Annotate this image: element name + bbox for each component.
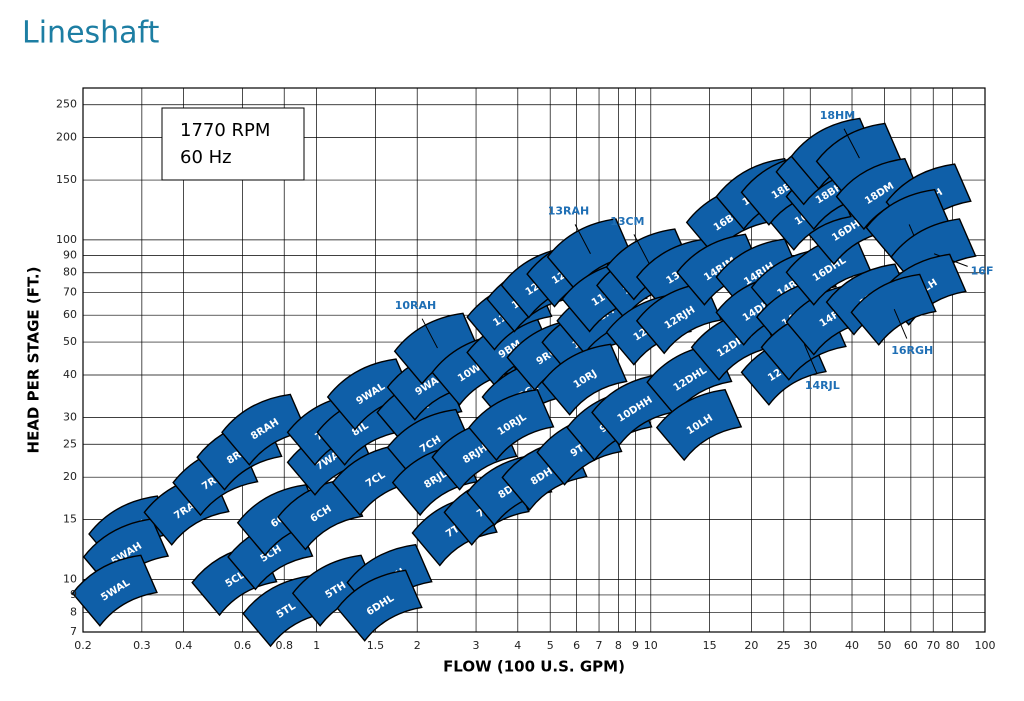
x-tick-label: 1.5 [367,639,385,652]
y-tick-label: 50 [63,335,77,348]
chart-title: Lineshaft [22,16,160,51]
x-tick-label: 15 [703,639,717,652]
y-tick-label: 80 [63,266,77,279]
x-tick-label: 4 [514,639,521,652]
y-tick-label: 8 [70,605,77,618]
x-tick-label: 3 [473,639,480,652]
region [221,393,308,466]
callout-label: 16RGH [891,344,933,357]
hz-text: 60 Hz [180,147,232,168]
callout-label: 18HM [820,109,855,122]
x-tick-label: 40 [845,639,859,652]
region [785,233,872,306]
x-tick-label: 50 [877,639,891,652]
x-tick-label: 100 [975,639,996,652]
y-axis-title: HEAD PER STAGE (FT.) [25,267,43,454]
y-tick-label: 9 [70,588,77,601]
x-tick-label: 70 [926,639,940,652]
region [850,273,937,346]
rpm-text: 1770 RPM [180,120,270,141]
y-tick-label: 70 [63,285,77,298]
x-tick-label: 9 [632,639,639,652]
x-tick-label: 6 [573,639,580,652]
y-tick-label: 90 [63,248,77,261]
region [71,554,158,627]
callout-label: 13RAH [548,205,590,218]
x-tick-label: 20 [744,639,758,652]
x-tick-label: 0.2 [74,639,92,652]
x-tick-label: 10 [644,639,658,652]
regions: 6RAH5WAH5WAL7RAL7RAH8RAL8RAH5CL5CH6CL5TL… [71,109,994,648]
y-tick-label: 20 [63,470,77,483]
y-tick-label: 15 [63,513,77,526]
x-tick-label: 30 [803,639,817,652]
callout-label: 16F [971,265,994,278]
x-tick-label: 80 [946,639,960,652]
region [468,388,555,462]
x-tick-label: 0.8 [275,639,293,652]
y-tick-label: 100 [56,233,77,246]
callout-line [893,308,908,339]
x-tick-label: 60 [904,639,918,652]
y-tick-label: 60 [63,308,77,321]
y-tick-label: 150 [56,173,77,186]
x-tick-label: 1 [313,639,320,652]
callout-label: 10RAH [395,299,437,312]
region [336,569,423,642]
y-tick-label: 25 [63,437,77,450]
x-tick-label: 0.6 [234,639,252,652]
y-tick-label: 40 [63,368,77,381]
callout-line [421,318,438,349]
x-tick-label: 5 [547,639,554,652]
x-tick-label: 25 [777,639,791,652]
x-tick-label: 0.3 [133,639,151,652]
callout-line [574,224,591,254]
callout-line [633,234,650,265]
x-tick-label: 2 [414,639,421,652]
x-tick-label: 8 [615,639,622,652]
callout-label: 13CM [610,215,644,228]
x-axis-title: FLOW (100 U.S. GPM) [443,658,625,676]
callout-line [843,128,860,159]
callout-line [803,343,818,374]
region [541,343,628,416]
y-tick-label: 7 [70,625,77,638]
y-tick-label: 250 [56,98,77,111]
y-tick-label: 200 [56,131,77,144]
region [655,388,743,462]
callout-label: 14RJL [805,379,840,392]
y-tick-label: 30 [63,410,77,423]
x-tick-label: 0.4 [175,639,193,652]
x-tick-label: 7 [596,639,603,652]
y-tick-label: 10 [63,572,77,585]
rpm-box [161,107,305,181]
